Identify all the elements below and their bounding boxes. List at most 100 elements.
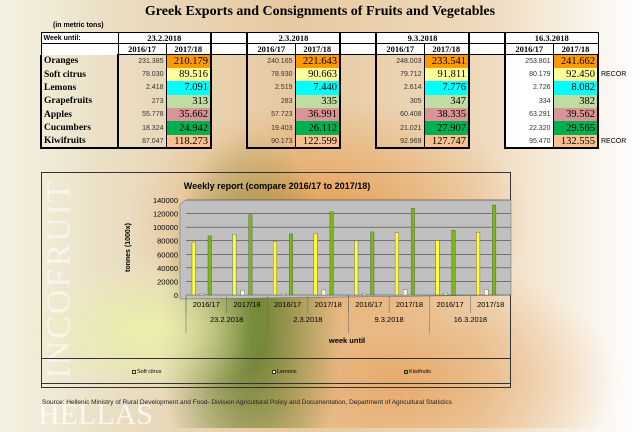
season-header: 2016/17 bbox=[246, 43, 296, 55]
bar-kiwifruits bbox=[451, 230, 456, 296]
y-tick-label: 20000 bbox=[157, 277, 178, 286]
record-note bbox=[598, 108, 638, 121]
value-2017-18: 26.112 bbox=[294, 121, 341, 135]
record-note bbox=[598, 121, 638, 134]
legend-item: Lemons bbox=[272, 369, 297, 375]
value-2017-18: 210.179 bbox=[165, 54, 212, 68]
record-note: RECOR bbox=[601, 71, 627, 79]
value-2017-18: 221.643 bbox=[294, 54, 341, 68]
exports-table: Week until: 23.2.2018 2.3.2018 9.3.2018 16.3… bbox=[40, 32, 639, 150]
value-2016-17: 78.030 bbox=[117, 67, 166, 82]
plot-area bbox=[179, 199, 512, 300]
bar-soft-citrus bbox=[476, 232, 481, 296]
x-group-label: 16.3.2018 bbox=[454, 315, 487, 324]
bar-kiwifruits bbox=[329, 211, 334, 296]
value-2017-18: 241.662 bbox=[552, 54, 599, 68]
value-2016-17: 231.385 bbox=[117, 54, 166, 68]
value-2016-17: 2.726 bbox=[504, 81, 553, 95]
legend-label: Kiwifruits bbox=[409, 369, 432, 375]
record-note bbox=[598, 55, 638, 68]
value-2016-17: 2.519 bbox=[246, 81, 295, 95]
product-name: Grapefruits bbox=[40, 94, 118, 109]
value-2017-18: 92.450 bbox=[552, 67, 599, 82]
record-note bbox=[598, 95, 638, 108]
table-row: Grapefruits 273 313 283 335 305 347 334 382 bbox=[40, 94, 638, 109]
value-2016-17: 19.403 bbox=[246, 121, 295, 135]
season-header: 2017/18 bbox=[165, 43, 212, 55]
chart-legend: Soft citrus Lemons Kiwifruits bbox=[41, 358, 511, 384]
y-tick-label: 60000 bbox=[157, 250, 178, 259]
bar-soft-citrus bbox=[394, 232, 399, 296]
value-2017-18: 90.663 bbox=[294, 67, 341, 82]
y-tick-label: 140000 bbox=[153, 196, 178, 205]
bar-soft-citrus bbox=[191, 241, 196, 296]
bar-soft-citrus bbox=[313, 233, 318, 296]
season-header: 2017/18 bbox=[552, 43, 599, 55]
value-2017-18: 36.991 bbox=[294, 108, 341, 122]
value-2017-18: 35.662 bbox=[165, 108, 212, 122]
table-row: Soft citrus 78.030 89.516 78.930 90.663 79.71… bbox=[40, 67, 638, 82]
bar-kiwifruits bbox=[207, 235, 212, 296]
legend-item: Kiwifruits bbox=[404, 369, 431, 375]
weekly-chart: Weekly report (compare 2016/17 to 2017/1… bbox=[41, 172, 512, 388]
value-2016-17: 283 bbox=[246, 94, 295, 109]
bar-kiwifruits bbox=[248, 214, 253, 296]
product-name: Apples bbox=[40, 108, 118, 122]
value-2016-17: 80.179 bbox=[504, 67, 553, 82]
bar-lemons bbox=[484, 289, 489, 296]
x-sub-label: 2016/17 bbox=[193, 300, 220, 309]
x-sub-label: 2016/17 bbox=[274, 300, 301, 309]
value-2017-18: 8.082 bbox=[552, 81, 599, 95]
legend-swatch bbox=[132, 370, 136, 374]
table-row: Cucumbers 18.324 24.942 19.403 26.112 21.021 2… bbox=[40, 121, 638, 135]
value-2016-17: 240.165 bbox=[246, 54, 295, 68]
page-title: Greek Exports and Consignments of Fruits… bbox=[144, 4, 496, 19]
legend-label: Lemons bbox=[277, 369, 297, 375]
x-sub-label: 2016/17 bbox=[437, 300, 464, 309]
value-2017-18: 127.747 bbox=[423, 134, 470, 150]
value-2017-18: 39.562 bbox=[552, 108, 599, 122]
value-2016-17: 63.291 bbox=[504, 108, 553, 122]
legend-item: Soft citrus bbox=[132, 369, 161, 375]
bar-kiwifruits bbox=[410, 208, 415, 296]
table-row: Apples 55.778 35.662 57.723 36.991 60.408 38.3… bbox=[40, 108, 638, 122]
value-2017-18: 313 bbox=[165, 94, 212, 109]
value-2016-17: 87.047 bbox=[117, 134, 166, 150]
week-label: Week until: bbox=[40, 32, 119, 44]
chart-title: Weekly report (compare 2016/17 to 2017/1… bbox=[184, 181, 370, 191]
week-header: 9.3.2018 bbox=[375, 32, 470, 44]
legend-label: Soft citrus bbox=[137, 369, 162, 375]
product-name: Cucumbers bbox=[40, 121, 118, 135]
value-2017-18: 132.555 bbox=[552, 134, 599, 150]
value-2017-18: 118.273 bbox=[165, 134, 212, 150]
legend-swatch bbox=[272, 370, 276, 374]
units-note: (in metric tons) bbox=[53, 22, 104, 29]
value-2016-17: 92.969 bbox=[375, 134, 424, 150]
value-2017-18: 335 bbox=[294, 94, 341, 109]
week-header: 23.2.2018 bbox=[117, 32, 212, 44]
season-header: 2016/17 bbox=[375, 43, 425, 55]
value-2016-17: 305 bbox=[375, 94, 424, 109]
value-2017-18: 382 bbox=[552, 94, 599, 109]
record-note: RECOR bbox=[601, 138, 627, 146]
product-name: Soft citrus bbox=[40, 67, 118, 82]
product-name: Kiwifruits bbox=[40, 134, 118, 150]
value-2016-17: 78.930 bbox=[246, 67, 295, 82]
y-tick-label: 100000 bbox=[153, 223, 178, 232]
table-row: Kiwifruits 87.047 118.273 90.173 122.599 92.9… bbox=[40, 134, 638, 150]
bar-lemons bbox=[402, 289, 408, 296]
value-2017-18: 24.942 bbox=[165, 121, 212, 135]
value-2016-17: 18.324 bbox=[117, 121, 166, 135]
value-2016-17: 60.408 bbox=[375, 108, 424, 122]
value-2016-17: 55.778 bbox=[117, 108, 166, 122]
value-2016-17: 334 bbox=[504, 94, 553, 109]
value-2016-17: 79.712 bbox=[375, 67, 424, 82]
value-2016-17: 2.418 bbox=[117, 81, 166, 95]
bar-kiwifruits bbox=[370, 231, 375, 296]
x-sub-label: 2017/18 bbox=[233, 300, 260, 309]
brand-watermark-horizontal: HELLAS bbox=[38, 398, 153, 431]
season-header: 2016/17 bbox=[117, 43, 167, 55]
y-axis-label: tonnes (1000x) bbox=[125, 223, 132, 272]
bar-lemons bbox=[321, 289, 327, 296]
bar-kiwifruits bbox=[492, 204, 497, 296]
